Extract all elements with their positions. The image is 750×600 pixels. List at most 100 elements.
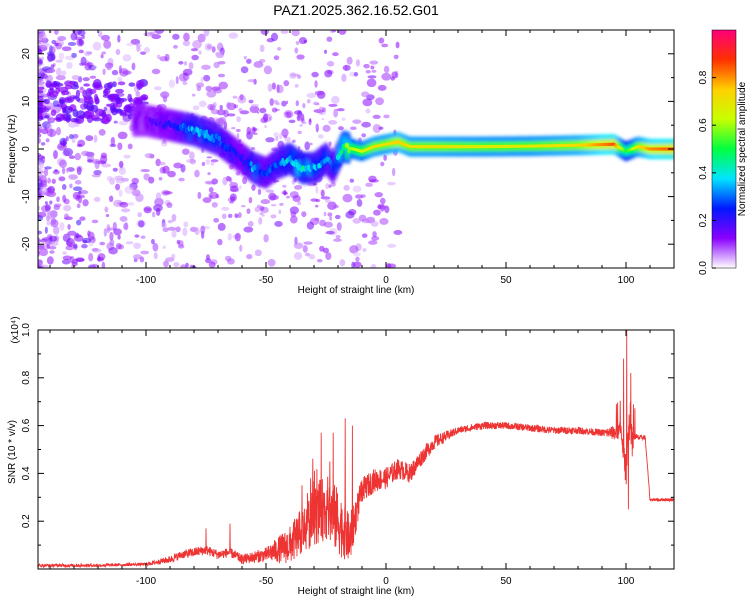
- spectrogram-noise-blob: [361, 121, 371, 128]
- spectrogram-noise-blob: [92, 79, 102, 88]
- spectrogram-noise-blob: [59, 98, 65, 105]
- spectrogram-noise-blob: [251, 147, 256, 150]
- spectrogram-noise-blob: [290, 215, 298, 224]
- spectrogram-y-ticks: -20 -10 0 10 20: [21, 29, 674, 269]
- spectrogram-noise-blob: [38, 32, 47, 42]
- spectrogram-noise-blob: [69, 183, 73, 189]
- spectrogram-noise-blob: [38, 211, 47, 218]
- spectrogram-noise-blob: [185, 262, 189, 268]
- spectrogram-noise-blob: [229, 200, 234, 204]
- spectrogram-noise-blob: [75, 97, 81, 102]
- colorbar-tick-label: 0.2: [698, 213, 709, 227]
- spectrogram-noise-blob: [368, 240, 378, 245]
- spectrogram-noise-blob: [126, 43, 134, 47]
- spectrogram-y-axis-label: Frequency (Hz): [7, 115, 18, 184]
- spectrogram-noise-blob: [211, 202, 218, 208]
- colorbar-tick-label: 0.8: [698, 70, 709, 84]
- spectrogram-noise-blob: [361, 233, 368, 238]
- spectrogram-noise-blob: [215, 194, 220, 199]
- spectrogram-core-cell: [346, 142, 350, 149]
- spectrogram-noise-blob: [221, 213, 227, 220]
- spectrogram-noise-blob: [237, 212, 242, 219]
- spectrogram-noise-blob: [271, 107, 278, 113]
- spectrogram-noise-blob: [286, 111, 292, 118]
- spectrogram-noise-blob: [64, 213, 69, 220]
- spectrogram-noise-blob: [336, 108, 345, 112]
- spectrogram-noise-blob: [106, 65, 112, 71]
- spectrogram-noise-blob: [322, 107, 326, 112]
- spectrogram-noise-blob: [183, 61, 187, 66]
- spectrogram-noise-blob: [47, 117, 56, 124]
- spectrogram-noise-blob: [221, 206, 230, 211]
- snr-y-tick-label: 0.2: [21, 514, 32, 528]
- spectrogram-noise-blob: [172, 33, 180, 40]
- spectrogram-noise-blob: [192, 40, 202, 49]
- spectrogram-y-tick-label: 0: [21, 146, 32, 152]
- spectrogram-noise-blob: [49, 200, 53, 205]
- spectrogram-noise-blob: [232, 95, 238, 99]
- spectrogram-noise-blob: [309, 118, 312, 123]
- spectrogram-noise-blob: [100, 34, 111, 41]
- spectrogram-y-tick-label: 10: [21, 95, 32, 107]
- spectrogram-noise-blob: [265, 137, 275, 143]
- spectrogram-noise-blob: [393, 230, 403, 236]
- spectrogram-noise-blob: [118, 166, 126, 176]
- spectrogram-noise-blob: [93, 134, 98, 143]
- spectrogram-noise-blob: [192, 105, 200, 111]
- spectrogram-noise-blob: [48, 241, 59, 247]
- spectrogram-noise-blob: [103, 106, 108, 111]
- spectrogram-noise-blob: [104, 206, 109, 213]
- spectrogram-noise-blob: [133, 254, 142, 260]
- spectrogram-noise-blob: [395, 41, 400, 49]
- spectrogram-noise-blob: [301, 121, 307, 125]
- snr-y-axis-label: SNR (10 * v/v): [7, 420, 18, 484]
- spectrogram-noise-blob: [167, 170, 176, 178]
- spectrogram-noise-blob: [82, 199, 89, 207]
- spectrogram-noise-blob: [208, 261, 216, 268]
- spectrogram-noise-blob: [250, 103, 260, 108]
- spectrogram-noise-blob: [194, 227, 200, 236]
- spectrogram-noise-blob: [270, 214, 277, 219]
- spectrogram-noise-blob: [290, 211, 297, 217]
- spectrogram-noise-blob: [381, 43, 389, 48]
- spectrogram-noise-blob: [280, 30, 289, 34]
- spectrogram-noise-blob: [178, 177, 185, 182]
- spectrogram-noise-blob: [315, 124, 319, 129]
- spectrogram-noise-blob: [74, 152, 82, 161]
- spectrogram-noise-blob: [180, 163, 186, 173]
- spectrogram-noise-blob: [115, 243, 122, 250]
- spectrogram-noise-blob: [93, 170, 102, 175]
- spectrogram-noise-blob: [185, 75, 190, 80]
- spectrogram-noise-blob: [108, 195, 114, 203]
- spectrogram-noise-blob: [209, 195, 213, 199]
- spectrogram-noise-blob: [292, 139, 296, 143]
- spectrogram-noise-blob: [175, 76, 179, 85]
- spectrogram-noise-blob: [295, 100, 299, 107]
- spectrogram-x-tick-label: -100: [136, 275, 156, 286]
- spectrogram-noise-blob: [200, 225, 206, 234]
- spectrogram-noise-blob: [76, 258, 85, 262]
- spectrogram-noise-blob: [114, 108, 123, 114]
- spectrogram-noise-blob: [309, 142, 313, 146]
- spectrogram-noise-blob: [238, 185, 242, 190]
- spectrogram-noise-blob: [337, 126, 344, 131]
- spectrogram-noise-blob: [84, 51, 91, 57]
- spectrogram-noise-blob: [106, 103, 111, 107]
- spectrogram-noise-blob: [128, 82, 136, 87]
- spectrogram-noise-blob: [293, 252, 303, 260]
- spectrogram-noise-blob: [67, 41, 77, 46]
- spectrogram-noise-blob: [333, 204, 339, 209]
- spectrogram-noise-blob: [238, 107, 243, 113]
- spectrogram-noise-blob: [314, 102, 320, 106]
- spectrogram-noise-blob: [181, 148, 190, 155]
- spectrogram-noise-blob: [201, 161, 206, 167]
- spectrogram-noise-blob: [206, 254, 210, 260]
- spectrogram-noise-blob: [352, 217, 361, 224]
- spectrogram-noise-blob: [56, 127, 62, 136]
- spectrogram-noise-blob: [134, 234, 140, 238]
- spectrogram-noise-blob: [235, 128, 241, 133]
- snr-x-tick-label: -50: [259, 576, 274, 587]
- spectrogram-noise-blob: [353, 72, 359, 77]
- spectrogram-noise-blob: [362, 248, 367, 252]
- spectrogram-noise-blob: [162, 165, 170, 174]
